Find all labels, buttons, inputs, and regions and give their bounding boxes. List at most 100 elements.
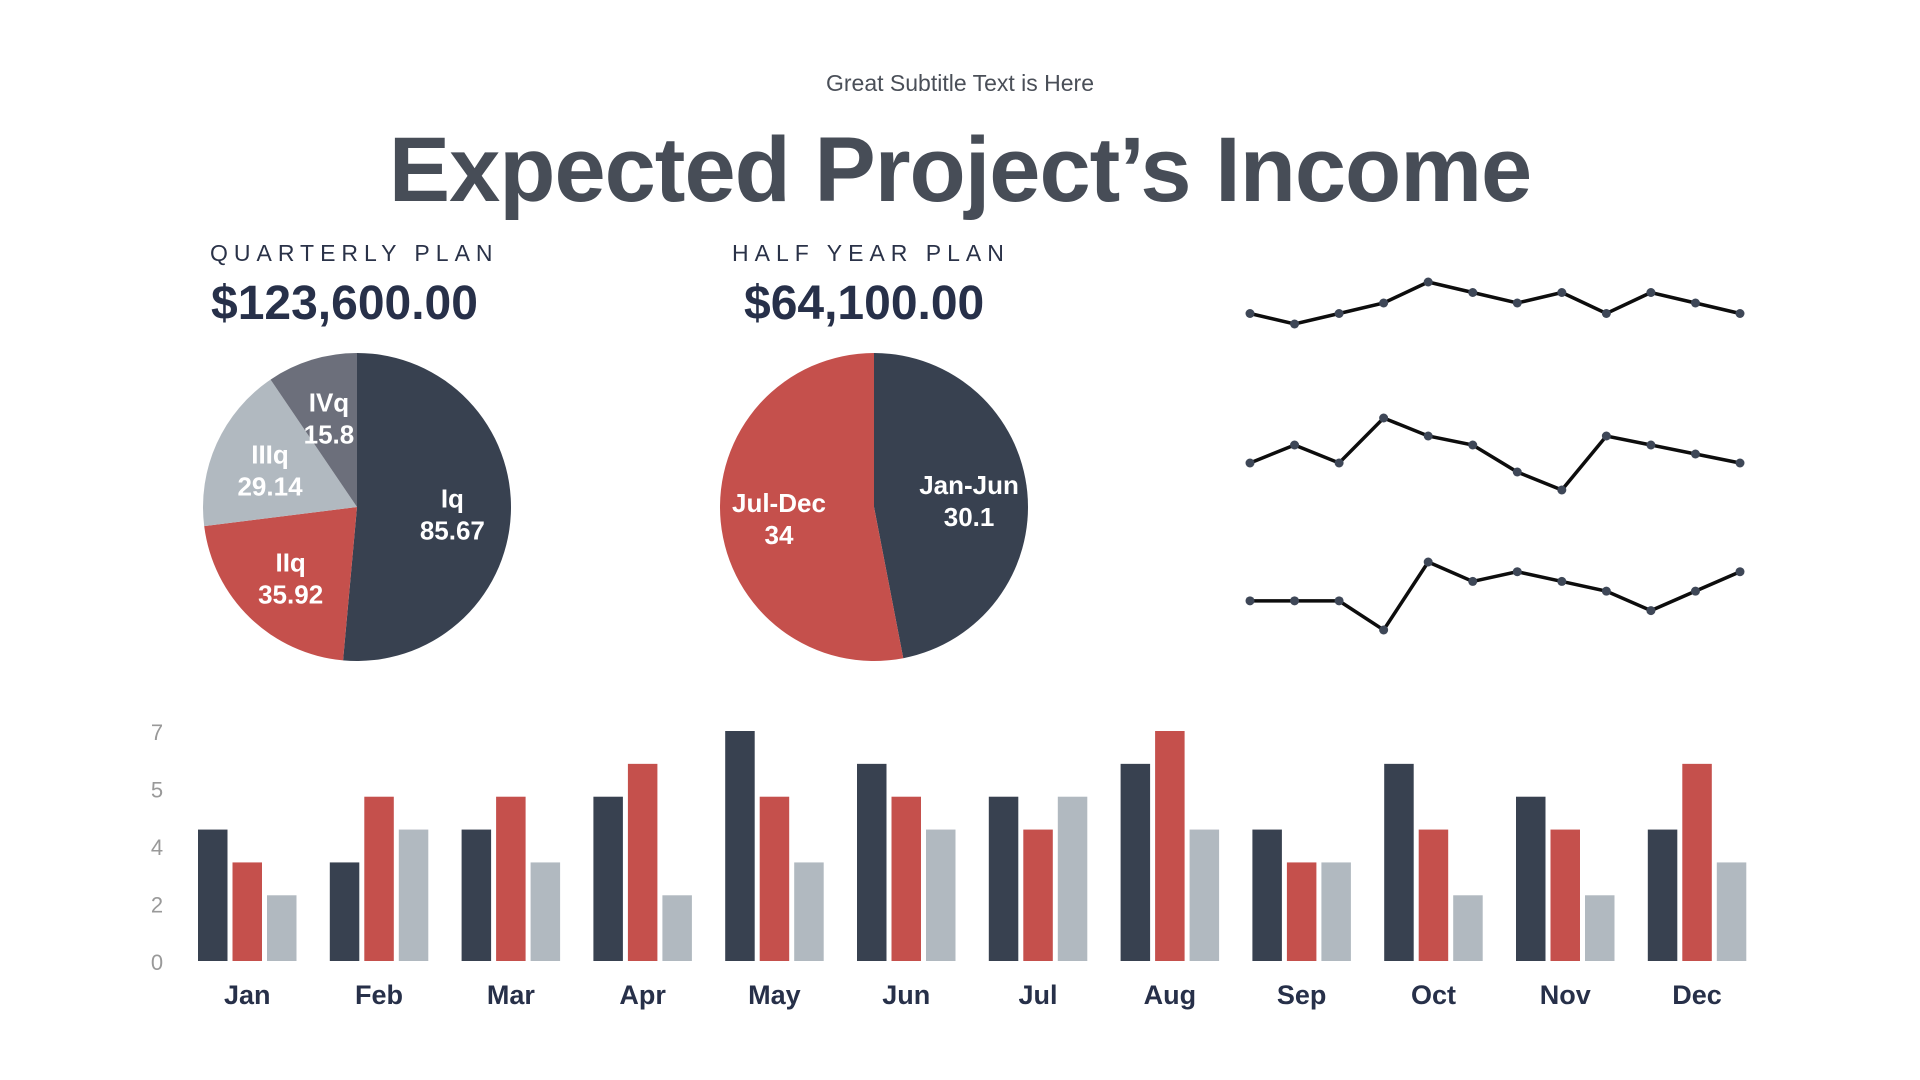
bar-aug — [1189, 829, 1220, 961]
bar-nov — [1585, 895, 1615, 961]
sparkline-point — [1290, 319, 1300, 329]
y-tick-label: 7 — [151, 720, 163, 745]
pie-slice-value: 15.8 — [304, 420, 355, 450]
sparkline-point — [1468, 440, 1478, 450]
pie-slice-label: IIIq — [251, 440, 289, 470]
sparkline-point — [1290, 596, 1300, 606]
bar-apr — [627, 763, 658, 961]
y-tick-label: 5 — [151, 778, 163, 803]
sparkline-2 — [1249, 415, 1741, 493]
sparkline-point — [1423, 557, 1433, 567]
sparkline-point — [1468, 288, 1478, 297]
bar-oct — [1453, 895, 1483, 961]
sparkline-point — [1557, 576, 1567, 586]
x-tick-label: Aug — [1144, 980, 1196, 1010]
pie-slice-value: 85.67 — [420, 515, 485, 545]
bar-jan — [198, 829, 228, 961]
bar-feb — [364, 796, 394, 961]
bar-jul — [1023, 829, 1053, 961]
pie-slice-label: IIq — [275, 548, 305, 578]
page-title: Expected Project’s Income — [388, 119, 1532, 221]
sparkline-point — [1690, 449, 1700, 459]
x-tick-label: Oct — [1411, 980, 1456, 1010]
bar-mar — [496, 796, 526, 961]
bar-sep — [1321, 862, 1351, 961]
x-tick-label: May — [748, 980, 801, 1010]
sparkline-point — [1334, 309, 1344, 318]
sparkline-point — [1646, 440, 1656, 450]
bar-may — [759, 796, 790, 961]
sparkline-point — [1334, 596, 1344, 606]
sparkline-point — [1512, 467, 1522, 477]
x-tick-label: Dec — [1672, 980, 1722, 1010]
pie-slice — [874, 353, 1028, 659]
bar-feb — [329, 862, 360, 961]
pie-slice — [202, 379, 357, 527]
sparkline-point — [1646, 288, 1656, 297]
bar-jul — [1057, 796, 1088, 961]
bar-sep — [1286, 862, 1317, 961]
pie-slice-label: Jan-Jun — [919, 470, 1019, 500]
bar-sep — [1252, 829, 1282, 961]
sparkline-point — [1334, 458, 1344, 468]
x-tick-label: Jul — [1019, 980, 1058, 1010]
sparkline-point — [1557, 288, 1567, 297]
bar-jun — [857, 763, 887, 961]
x-tick-label: Jun — [882, 980, 930, 1010]
y-tick-label: 0 — [151, 950, 163, 975]
bar-jul — [988, 796, 1019, 961]
pie-slice — [719, 353, 904, 661]
sparkline-point — [1423, 277, 1433, 287]
bar-feb — [398, 829, 429, 961]
bar-apr — [593, 796, 623, 961]
pie-slice-value: 30.1 — [944, 502, 995, 532]
bar-may — [794, 862, 824, 961]
x-tick-label: Feb — [355, 980, 403, 1010]
x-tick-label: Apr — [619, 980, 666, 1010]
x-tick-label: Nov — [1540, 980, 1591, 1010]
bar-may — [725, 731, 755, 961]
pie-slice-value: 35.92 — [258, 580, 323, 610]
sparkline-3 — [1250, 559, 1741, 633]
pie-slice-value: 29.14 — [237, 472, 303, 502]
pie-slice-label: IVq — [309, 388, 349, 418]
bar-dec — [1716, 862, 1747, 961]
sparkline-point — [1379, 413, 1389, 423]
bar-jun — [926, 829, 956, 961]
pie-slice-value: 34 — [764, 520, 793, 550]
y-tick-label: 4 — [151, 835, 163, 860]
bar-aug — [1120, 763, 1151, 961]
bar-mar — [530, 862, 561, 961]
half-year-plan-amount: $64,100.00 — [744, 277, 985, 330]
sparkline-point — [1601, 431, 1611, 441]
sparkline-point — [1423, 431, 1433, 441]
sparkline-point — [1379, 298, 1389, 308]
sparkline-point — [1245, 309, 1255, 318]
subtitle: Great Subtitle Text is Here — [825, 70, 1095, 96]
x-tick-label: Sep — [1277, 980, 1327, 1010]
y-tick-label: 2 — [151, 893, 163, 918]
quarterly-plan-amount: $123,600.00 — [211, 277, 478, 330]
sparkline-point — [1735, 309, 1745, 318]
sparkline-point — [1601, 309, 1611, 318]
bar-nov — [1516, 796, 1546, 961]
sparkline-point — [1379, 625, 1389, 635]
sparkline-point — [1245, 458, 1255, 468]
pie-slice — [204, 507, 357, 661]
sparkline-point — [1245, 596, 1255, 606]
pie-slice — [343, 353, 511, 661]
bar-nov — [1550, 829, 1580, 961]
sparkline-point — [1512, 567, 1522, 577]
bar-oct — [1418, 829, 1449, 961]
pie-slice-label: Iq — [441, 483, 464, 513]
sparkline-point — [1735, 567, 1745, 577]
bar-aug — [1155, 731, 1185, 961]
sparkline-1 — [1249, 280, 1741, 326]
sparkline-point — [1646, 606, 1656, 616]
pie-slice — [270, 353, 357, 507]
sparkline-point — [1468, 576, 1478, 586]
bar-dec — [1647, 829, 1678, 961]
sparkline-point — [1690, 586, 1700, 596]
sparkline-point — [1512, 298, 1522, 308]
